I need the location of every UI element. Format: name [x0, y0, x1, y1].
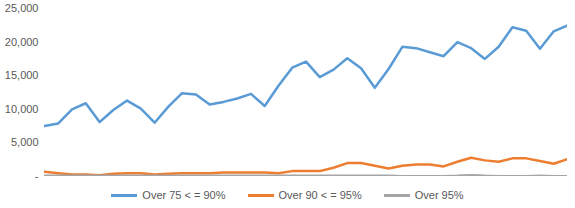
- html-text:Over 95%: Over 95%: [414, 189, 464, 201]
- svg-text:5,000: 5,000: [11, 136, 39, 148]
- html-text:Over 75 < = 90%: Over 75 < = 90%: [142, 189, 226, 201]
- svg-text:15,000: 15,000: [5, 69, 39, 81]
- html-text:Over 90 < = 95%: Over 90 < = 95%: [278, 189, 362, 201]
- svg-text:20,000: 20,000: [5, 36, 39, 48]
- svg-text:10,000: 10,000: [5, 103, 39, 115]
- svg-text:-: -: [35, 170, 39, 182]
- svg-text:25,000: 25,000: [5, 2, 39, 14]
